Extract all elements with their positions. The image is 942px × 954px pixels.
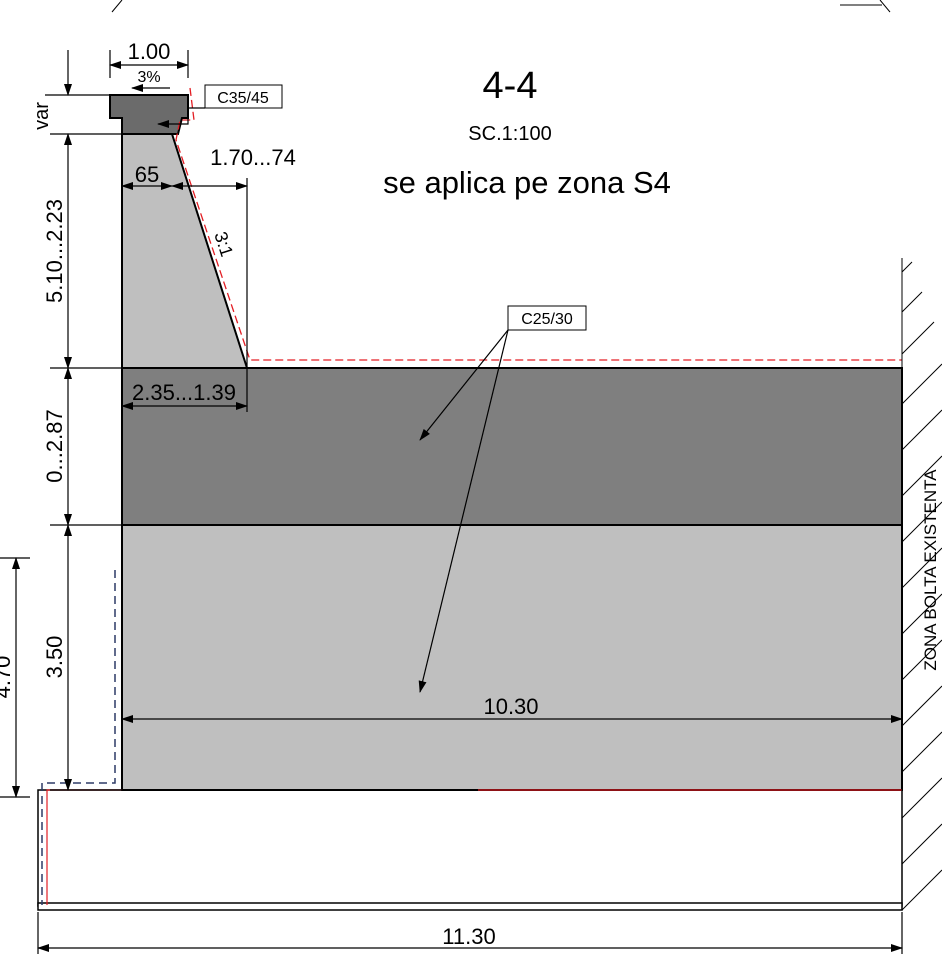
body-material-label: C25/30 xyxy=(521,311,573,328)
red-dashed-outline xyxy=(175,87,902,361)
foundation-slab xyxy=(37,789,903,911)
lower-concrete-block xyxy=(121,524,903,791)
dim-base-width: 11.30 xyxy=(442,924,495,949)
dim-upper-block-height: 0...2.87 xyxy=(42,409,67,482)
cap-material-label: C35/45 xyxy=(217,90,269,107)
dim-wall-top-thickness: 65 xyxy=(135,162,159,187)
section-title: 4-4 xyxy=(483,65,538,107)
wall-cap xyxy=(109,94,189,135)
upper-concrete-block xyxy=(121,367,903,526)
dim-lower-block-height: 3.50 xyxy=(42,636,67,679)
blue-dashed-outline xyxy=(41,570,116,905)
material-tag-cap-box xyxy=(204,84,283,109)
dim-var: var xyxy=(31,102,53,130)
existing-zone-hatch xyxy=(901,258,942,911)
application-note: se aplica pe zona S4 xyxy=(383,165,671,200)
dim-top-slope: 3% xyxy=(137,69,160,86)
existing-zone-label: ZONA BOLTA EXISTENTA xyxy=(921,469,940,671)
dim-wall-batter-width: 1.70...74 xyxy=(210,145,296,170)
material-tag-body-box xyxy=(507,305,587,331)
dim-wall-base-width: 2.35...1.39 xyxy=(132,380,236,405)
dim-wall-height: 5.10...2.23 xyxy=(42,199,67,303)
scale-label: SC.1:100 xyxy=(468,123,551,145)
dim-left-height: 4.70 xyxy=(0,656,15,699)
dim-top-width: 1.00 xyxy=(128,39,171,64)
dim-block-width: 10.30 xyxy=(483,694,538,719)
